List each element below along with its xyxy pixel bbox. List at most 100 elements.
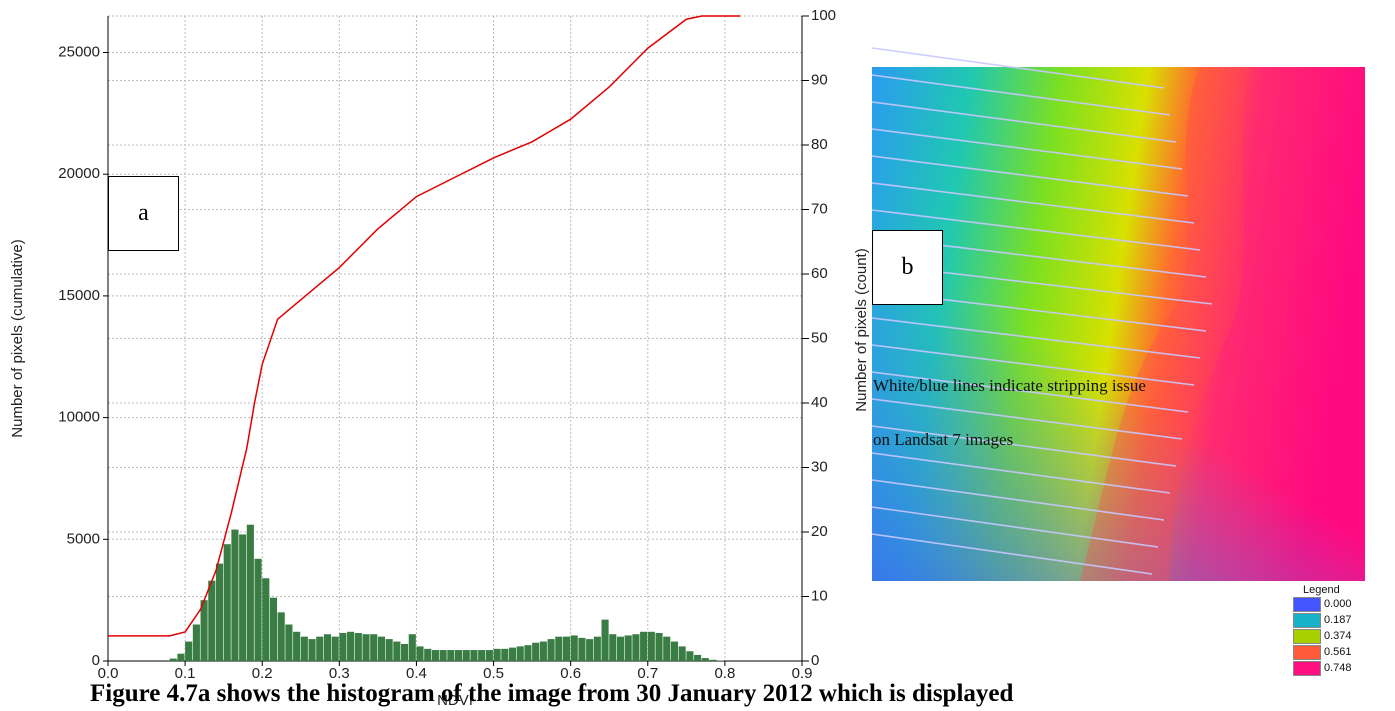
histogram-bar	[686, 651, 694, 661]
histogram-bar	[640, 631, 648, 661]
histogram-bar	[624, 635, 632, 661]
histogram-bar	[200, 600, 208, 661]
stripe	[871, 425, 1177, 467]
legend-swatch	[1293, 612, 1321, 628]
histogram-bar	[570, 635, 578, 661]
legend-label: 0.187	[1324, 614, 1352, 626]
histogram-bar	[609, 634, 617, 661]
y2-tick-label: 40	[811, 394, 828, 411]
caption: Figure 4.7a shows the histogram of the i…	[90, 680, 1014, 707]
legend-item: 0.561	[1293, 644, 1352, 660]
histogram-bar	[516, 646, 524, 661]
y-tick-label: 5000	[67, 530, 100, 547]
legend-swatch	[1293, 660, 1321, 676]
y2-tick-label: 70	[811, 200, 828, 217]
histogram-bar	[277, 612, 285, 661]
histogram-bar	[455, 650, 463, 661]
y2-tick-label: 80	[811, 136, 828, 153]
legend-label: 0.561	[1324, 646, 1352, 658]
histogram-bar	[215, 563, 224, 661]
histogram-bar	[177, 653, 185, 661]
stripe	[871, 182, 1195, 224]
legend-label: 0.374	[1324, 630, 1352, 642]
histogram-bar	[555, 636, 563, 661]
histogram-bar	[331, 636, 339, 661]
histogram-bar	[470, 650, 478, 661]
legend-label: 0.748	[1324, 662, 1352, 674]
histogram-bar	[424, 648, 432, 661]
stripe	[871, 209, 1201, 251]
histogram-bar	[586, 639, 594, 661]
stripe	[871, 128, 1183, 170]
histogram-bar	[532, 642, 540, 661]
stripe	[871, 533, 1153, 575]
histogram-bar	[501, 648, 509, 661]
histogram-bar	[192, 624, 200, 661]
legend-label: 0.000	[1324, 598, 1352, 610]
histogram-bar	[416, 646, 424, 661]
y2-tick-label: 30	[811, 458, 828, 475]
histogram-bar	[709, 659, 717, 661]
legend-item: 0.748	[1293, 660, 1352, 676]
annotation-text: on Landsat 7 images	[873, 430, 1014, 449]
histogram-bar	[308, 639, 316, 661]
legend-item: 0.374	[1293, 628, 1352, 644]
x-tick-label: 0.6	[560, 665, 581, 682]
histogram-bar	[262, 578, 270, 661]
histogram-bar	[246, 524, 254, 661]
histogram-bar	[593, 636, 601, 661]
x-tick-label: 0.4	[406, 665, 427, 682]
stripe	[871, 317, 1201, 359]
y2-tick-label: 20	[811, 523, 828, 540]
x-tick-label: 0.3	[329, 665, 350, 682]
y2-tick-label: 100	[811, 7, 836, 24]
histogram-bar	[493, 648, 501, 661]
y2-tick-label: 50	[811, 329, 828, 346]
histogram-bar	[377, 636, 385, 661]
stripe	[871, 47, 1165, 89]
y2-tick-label: 10	[811, 587, 828, 604]
histogram-bar	[508, 647, 517, 661]
y-tick-label: 25000	[58, 43, 100, 60]
legend-swatch	[1293, 628, 1321, 644]
stripe	[871, 479, 1165, 521]
histogram-bar	[370, 634, 378, 661]
histogram-bar	[562, 636, 571, 661]
histogram-bar	[431, 650, 439, 661]
x-tick-label: 0.7	[637, 665, 658, 682]
legend-title: Legend	[1303, 584, 1340, 596]
histogram-bar	[339, 633, 347, 661]
annotation-box: b	[872, 230, 943, 305]
stripe	[871, 74, 1171, 116]
histogram-bar	[478, 650, 486, 661]
x-tick-label: 0.5	[483, 665, 504, 682]
x-tick-label: 0.8	[714, 665, 735, 682]
histogram-bar	[678, 646, 686, 661]
histogram-bar	[547, 639, 555, 661]
y2-axis-label: Number of pixels (count)	[853, 248, 870, 411]
y-tick-label: 10000	[58, 409, 100, 426]
histogram-bar	[694, 654, 702, 661]
histogram-bar	[316, 636, 324, 661]
histogram-bar	[169, 658, 177, 661]
histogram-bar	[239, 534, 247, 661]
x-axis-label: NDVI	[437, 692, 473, 709]
stripe	[871, 155, 1189, 197]
histogram-bar	[485, 650, 493, 661]
y2-tick-label: 0	[811, 652, 819, 669]
annotation-box: a	[108, 176, 179, 251]
histogram-bar	[447, 650, 455, 661]
stripe	[871, 452, 1171, 494]
histogram-bar	[385, 639, 393, 661]
y-axis-label: Number of pixels (cumulative)	[9, 239, 26, 437]
histogram-bar	[362, 634, 370, 661]
y2-tick-label: 90	[811, 71, 828, 88]
y2-tick-label: 60	[811, 265, 828, 282]
y-tick-label: 15000	[58, 287, 100, 304]
stripe	[871, 398, 1183, 440]
stripe	[871, 506, 1159, 548]
x-tick-label: 0.0	[98, 665, 119, 682]
histogram-bar	[323, 634, 332, 661]
